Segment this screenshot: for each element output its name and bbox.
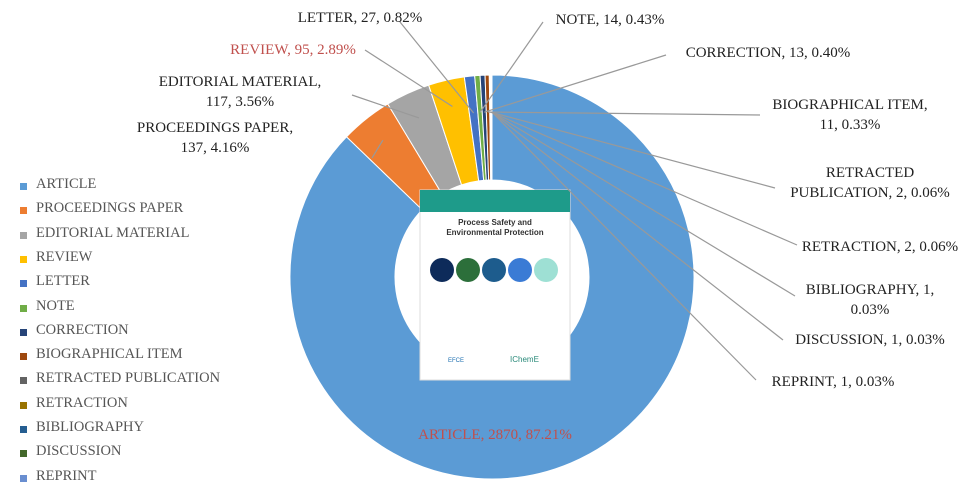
legend-swatch [20,353,27,360]
data-label: REPRINT, 1, 0.03% [758,372,908,392]
legend-swatch [20,377,27,384]
data-label: RETRACTION, 2, 0.06% [800,237,960,257]
data-label: RETRACTED PUBLICATION, 2, 0.06% [770,163,970,203]
legend-swatch [20,305,27,312]
data-label: BIBLIOGRAPHY, 1, 0.03% [790,280,950,320]
data-label: ARTICLE, 2870, 87.21% [380,425,610,445]
legend-swatch [20,426,27,433]
legend-label: ARTICLE [36,176,96,193]
legend-label: EDITORIAL MATERIAL [36,225,189,242]
legend-label: LETTER [36,273,90,290]
data-label: CORRECTION, 13, 0.40% [668,43,868,63]
legend-swatch [20,256,27,263]
legend-label: REVIEW [36,249,92,266]
data-label: DISCUSSION, 1, 0.03% [785,330,955,350]
legend-label: BIOGRAPHICAL ITEM [36,346,182,363]
legend-swatch [20,207,27,214]
legend-label: RETRACTION [36,395,128,412]
legend-swatch [20,475,27,482]
legend-swatch [20,329,27,336]
legend-label: BIBLIOGRAPHY [36,419,144,436]
legend-label: REPRINT [36,468,96,485]
legend-swatch [20,402,27,409]
legend-swatch [20,450,27,457]
legend-label: NOTE [36,298,75,315]
legend-label: RETRACTED PUBLICATION [36,370,220,387]
data-label: LETTER, 27, 0.82% [285,8,435,28]
legend-swatch [20,280,27,287]
cover-logo: IChemE [510,355,539,364]
legend-label: CORRECTION [36,322,129,339]
data-label: PROCEEDINGS PAPER, 137, 4.16% [120,118,310,158]
legend-label: PROCEEDINGS PAPER [36,200,183,217]
legend-label: DISCUSSION [36,443,121,460]
data-label: EDITORIAL MATERIAL, 117, 3.56% [130,72,350,112]
data-label: BIOGRAPHICAL ITEM, 11, 0.33% [760,95,940,135]
cover-logo: EFCE [448,358,464,364]
legend-swatch [20,183,27,190]
page: Process Safety andEnvironmental Protecti… [0,0,979,483]
data-label: REVIEW, 95, 2.89% [218,40,368,60]
legend-swatch [20,232,27,239]
data-label: NOTE, 14, 0.43% [545,10,675,30]
